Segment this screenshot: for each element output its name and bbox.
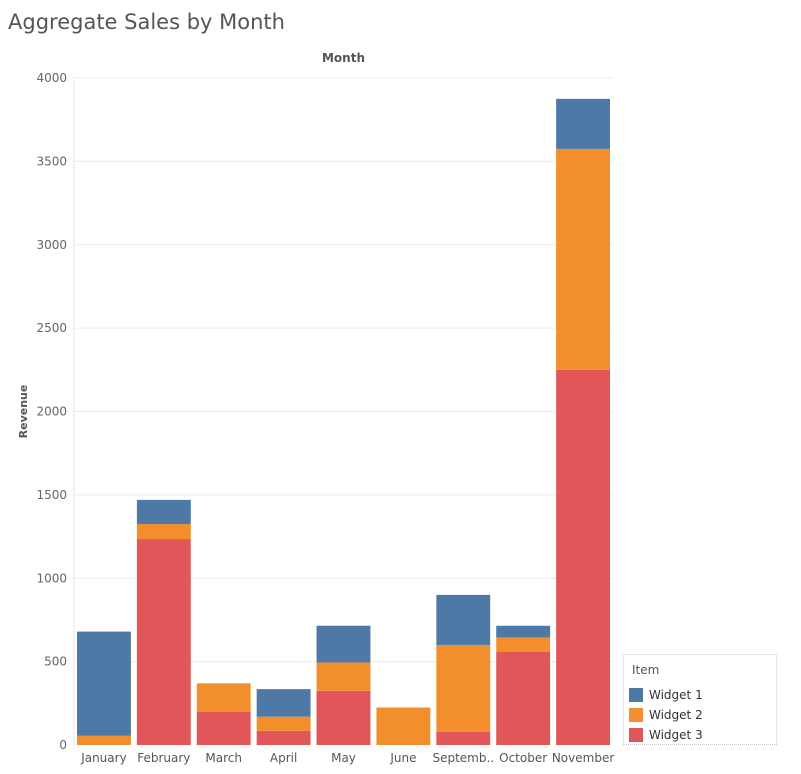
bar-segment-widget-3[interactable] <box>196 711 251 745</box>
legend[interactable]: Item Widget 1 Widget 2 Widget 3 <box>623 654 777 745</box>
column-header-label: Month <box>322 51 365 65</box>
bar-segment-widget-1[interactable] <box>556 98 610 149</box>
y-tick-label: 500 <box>44 655 67 669</box>
x-tick-label: June <box>389 751 416 765</box>
y-tick-label: 1500 <box>36 488 67 502</box>
x-tick-label: October <box>499 751 547 765</box>
y-tick-label: 4000 <box>36 71 67 85</box>
bar-segment-widget-2[interactable] <box>376 707 431 745</box>
y-tick-label: 2000 <box>36 405 67 419</box>
bar-segment-widget-3[interactable] <box>256 730 311 745</box>
y-axis-label: Revenue <box>17 385 30 439</box>
bar-segment-widget-1[interactable] <box>496 625 551 638</box>
y-tick-label: 3000 <box>36 238 67 252</box>
legend-swatch-widget-2 <box>629 708 643 722</box>
bar-segment-widget-3[interactable] <box>136 539 191 745</box>
legend-swatch-widget-1 <box>629 688 643 702</box>
legend-title: Item <box>632 663 660 677</box>
bar-segment-widget-2[interactable] <box>136 524 191 540</box>
x-tick-label: April <box>270 751 297 765</box>
x-tick-label: January <box>80 751 127 765</box>
legend-item-widget-2[interactable]: Widget 2 <box>629 707 703 723</box>
bar-segment-widget-2[interactable] <box>256 716 311 731</box>
x-tick-label: May <box>331 751 356 765</box>
bar-segment-widget-2[interactable] <box>196 683 251 712</box>
x-tick-label: November <box>552 751 614 765</box>
y-tick-label: 3500 <box>36 154 67 168</box>
x-tick-label: Septemb.. <box>432 751 494 765</box>
legend-item-widget-1[interactable]: Widget 1 <box>629 687 703 703</box>
x-tick-label: March <box>205 751 242 765</box>
y-tick-label: 2500 <box>36 321 67 335</box>
legend-label: Widget 2 <box>649 708 703 722</box>
legend-item-widget-3[interactable]: Widget 3 <box>629 727 703 743</box>
bar-segment-widget-1[interactable] <box>316 625 371 663</box>
y-tick-label: 0 <box>59 738 67 752</box>
legend-label: Widget 3 <box>649 728 703 742</box>
bar-segment-widget-2[interactable] <box>556 148 610 370</box>
bar-segment-widget-3[interactable] <box>436 731 491 745</box>
bar-segment-widget-2[interactable] <box>77 735 131 745</box>
bar-segment-widget-2[interactable] <box>316 662 371 691</box>
y-tick-label: 1000 <box>36 571 67 585</box>
bar-segment-widget-1[interactable] <box>136 499 191 525</box>
x-tick-label: February <box>137 751 190 765</box>
bar-segment-widget-3[interactable] <box>316 690 371 745</box>
bar-segment-widget-1[interactable] <box>256 689 311 717</box>
bar-segment-widget-2[interactable] <box>496 637 551 652</box>
legend-label: Widget 1 <box>649 688 703 702</box>
bar-segment-widget-3[interactable] <box>496 651 551 745</box>
bar-segment-widget-1[interactable] <box>436 594 491 645</box>
bar-segment-widget-3[interactable] <box>556 369 610 745</box>
legend-swatch-widget-3 <box>629 728 643 742</box>
chart-title: Aggregate Sales by Month <box>8 10 285 34</box>
bar-segment-widget-1[interactable] <box>77 631 131 736</box>
bar-segment-widget-2[interactable] <box>436 644 491 732</box>
